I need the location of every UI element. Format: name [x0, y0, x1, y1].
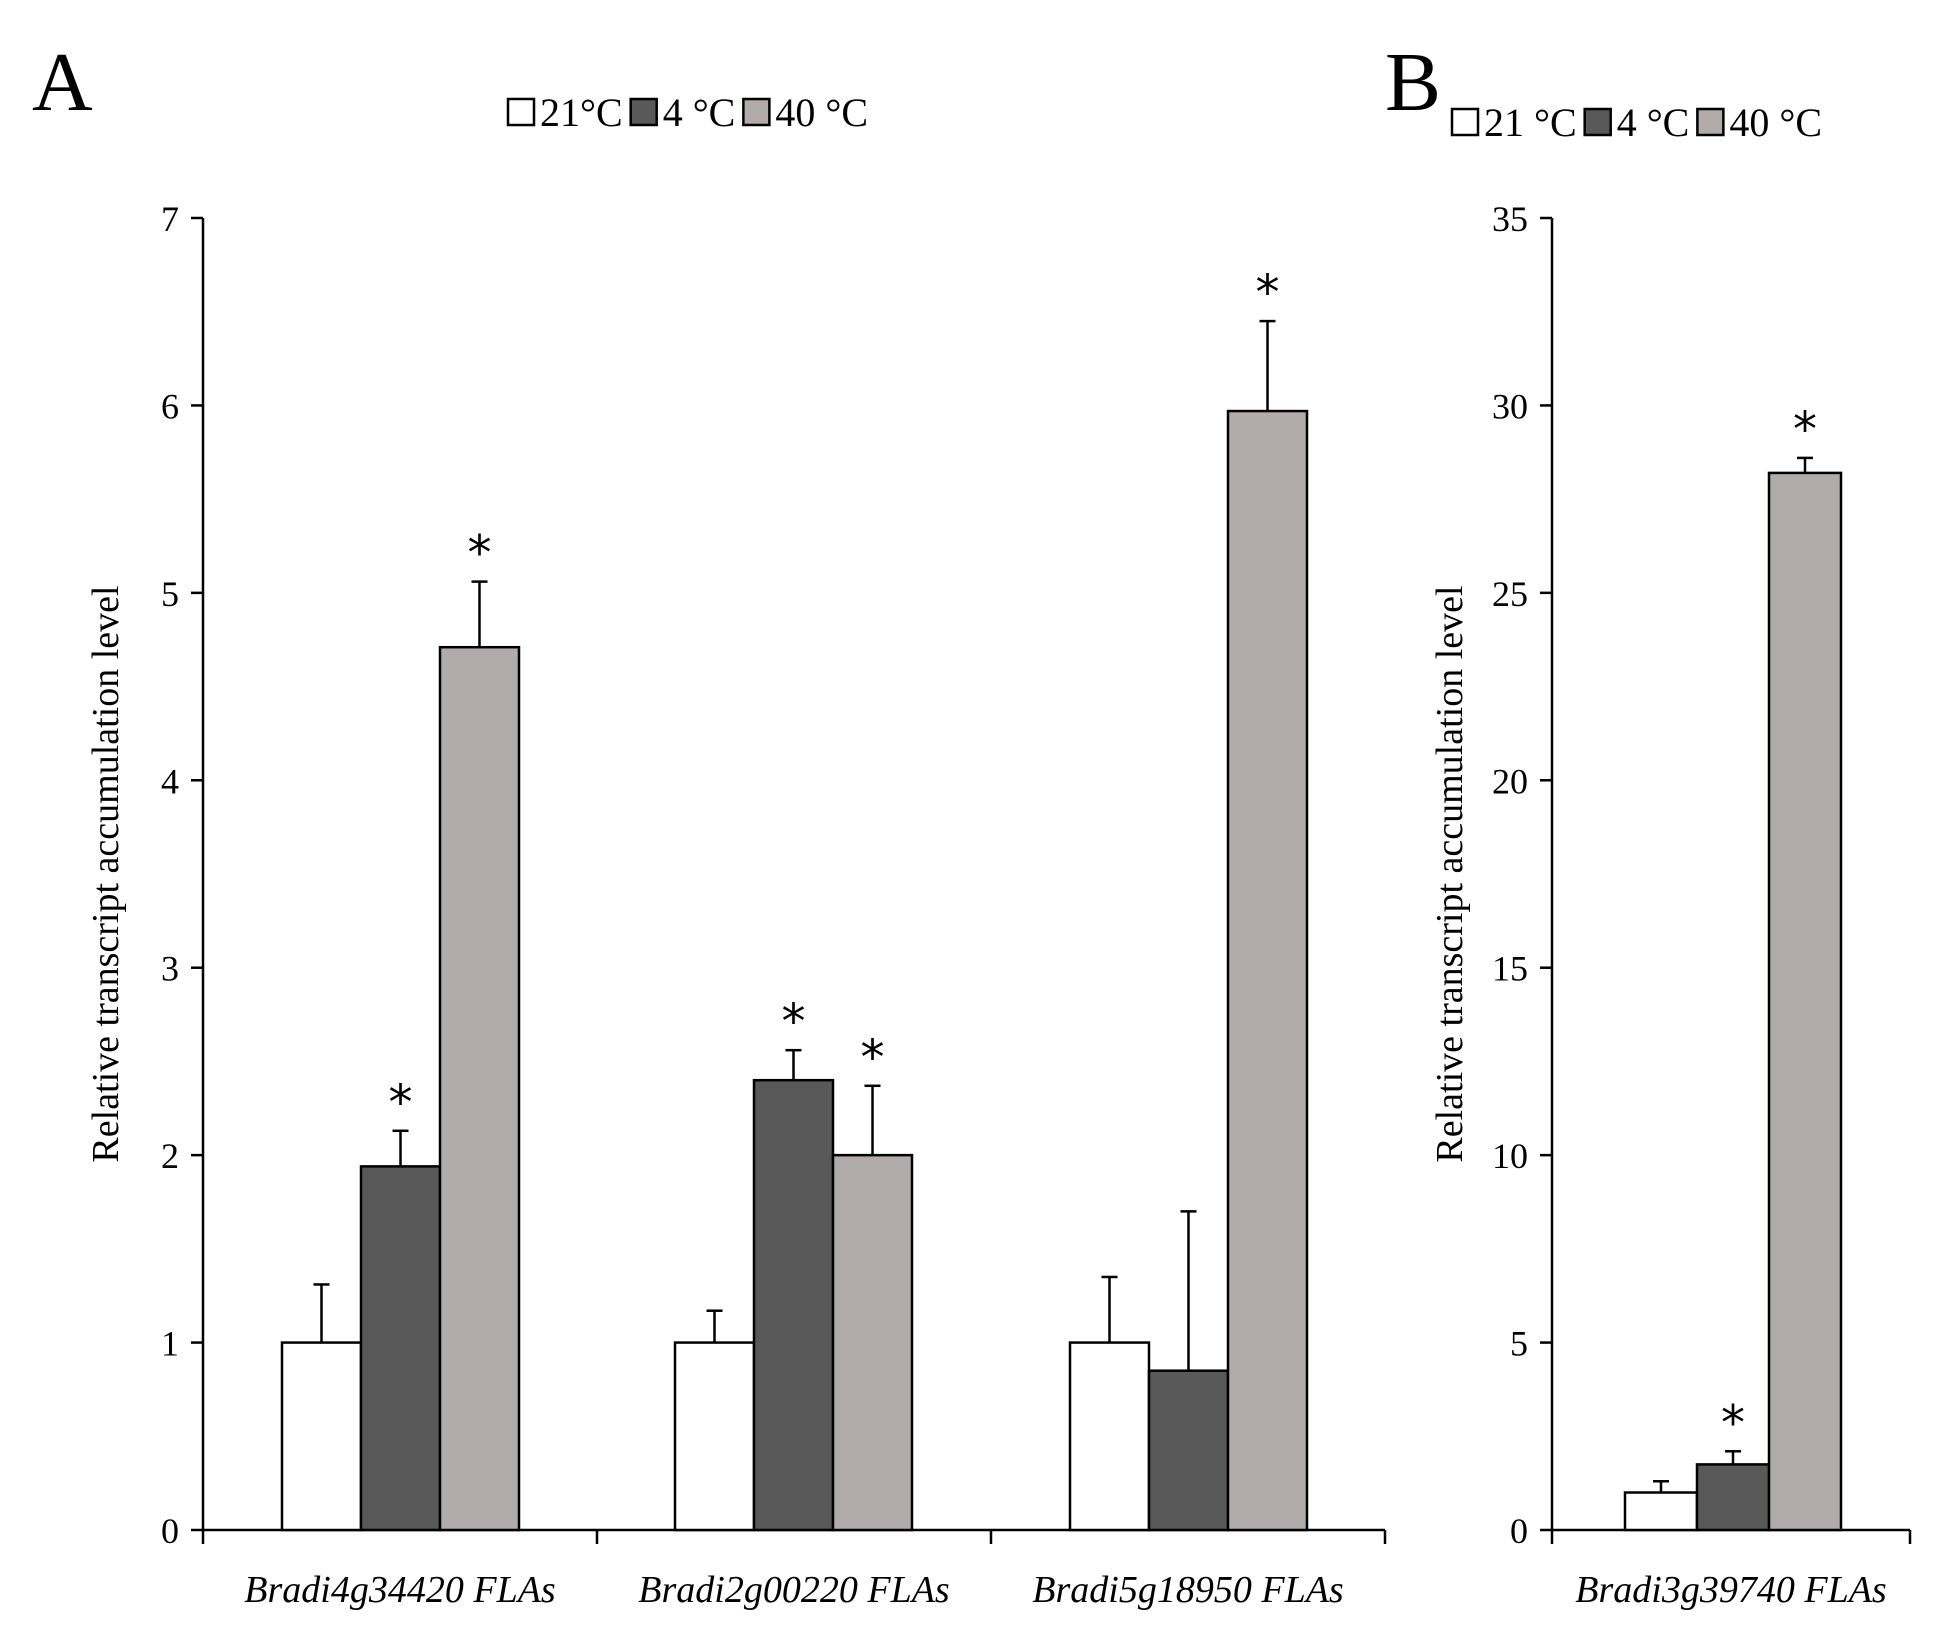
- bar-a-1-0: [673, 1341, 756, 1532]
- y-tick-label-a-3: 3: [161, 949, 179, 989]
- panel-label-b: B: [1385, 36, 1441, 129]
- bar-a-1-1: [752, 1078, 835, 1532]
- legend-swatch-a-0: [506, 97, 536, 127]
- y-tick-label-a-7: 7: [161, 199, 179, 239]
- legend-label-b-1: 4 °C: [1617, 100, 1690, 145]
- panel-b-chart: B 21 °C 4 °C 40 °C 0 5 10 15 20 25 30 35 Relative tr…: [1385, 36, 1912, 1611]
- y-tick-label-b-15: 15: [1492, 949, 1528, 989]
- bar-a-0-2: [438, 645, 521, 1532]
- bar-a-0-0: [280, 1341, 363, 1532]
- y-tick-label-b-5: 5: [1510, 1324, 1528, 1364]
- significance-star-a-0-2: *: [468, 526, 492, 582]
- y-tick-label-a-5: 5: [161, 574, 179, 614]
- y-axis-title-a: Relative transcript accumulation level: [85, 585, 127, 1162]
- y-tick-label-b-25: 25: [1492, 574, 1528, 614]
- significance-star-a-1-2: *: [861, 1030, 885, 1086]
- panel-label-a: A: [32, 36, 93, 129]
- bar-a-2-1: [1147, 1369, 1230, 1532]
- bar-a-2-2: [1226, 409, 1309, 1532]
- bar-a-2-0: [1068, 1341, 1151, 1532]
- y-axis-title-b: Relative transcript accumulation level: [1429, 585, 1471, 1162]
- significance-star-b-0-2: *: [1793, 402, 1817, 458]
- y-tick-label-a-0: 0: [161, 1511, 179, 1551]
- significance-star-a-2-2: *: [1256, 265, 1280, 321]
- bar-a-1-2: [831, 1153, 914, 1532]
- legend-label-a-1: 4 °C: [663, 90, 736, 135]
- legend-label-a-2: 40 °C: [775, 90, 868, 135]
- category-label-a-2: Bradi5g18950 FLAs: [1032, 1569, 1343, 1611]
- legend-swatch-b-2: [1696, 107, 1725, 137]
- legend-swatch-b-1: [1583, 107, 1612, 137]
- legend-label-a-0: 21°C: [540, 90, 623, 135]
- y-tick-label-a-1: 1: [161, 1324, 179, 1364]
- legend-swatch-a-2: [742, 97, 771, 127]
- y-tick-label-b-30: 30: [1492, 386, 1528, 426]
- y-tick-label-b-20: 20: [1492, 761, 1528, 801]
- legend-label-b-2: 40 °C: [1729, 100, 1822, 145]
- legend-swatch-b-0: [1450, 107, 1480, 137]
- bar-b-0-1: [1695, 1463, 1771, 1532]
- legend-label-b-0: 21 °C: [1484, 100, 1577, 145]
- y-tick-label-a-4: 4: [161, 761, 179, 801]
- bar-b-0-2: [1767, 471, 1843, 1532]
- bar-b-0-0: [1623, 1491, 1699, 1532]
- panel-a-chart: A 21°C 4 °C 40 °C 0 1 2 3 4 5 6 7 Relative transcrip…: [32, 36, 1387, 1611]
- legend-swatch-a-1: [629, 97, 658, 127]
- y-tick-label-a-6: 6: [161, 386, 179, 426]
- bar-a-0-1: [359, 1165, 442, 1532]
- y-tick-label-b-35: 35: [1492, 199, 1528, 239]
- y-tick-label-b-0: 0: [1510, 1511, 1528, 1551]
- significance-star-a-0-1: *: [389, 1075, 413, 1131]
- category-label-a-0: Bradi4g34420 FLAs: [244, 1569, 555, 1611]
- category-label-b-0: Bradi3g39740 FLAs: [1575, 1569, 1886, 1611]
- category-label-a-1: Bradi2g00220 FLAs: [638, 1569, 949, 1611]
- y-tick-label-b-10: 10: [1492, 1136, 1528, 1176]
- y-tick-label-a-2: 2: [161, 1136, 179, 1176]
- significance-star-b-0-1: *: [1721, 1395, 1745, 1451]
- significance-star-a-1-1: *: [782, 994, 806, 1050]
